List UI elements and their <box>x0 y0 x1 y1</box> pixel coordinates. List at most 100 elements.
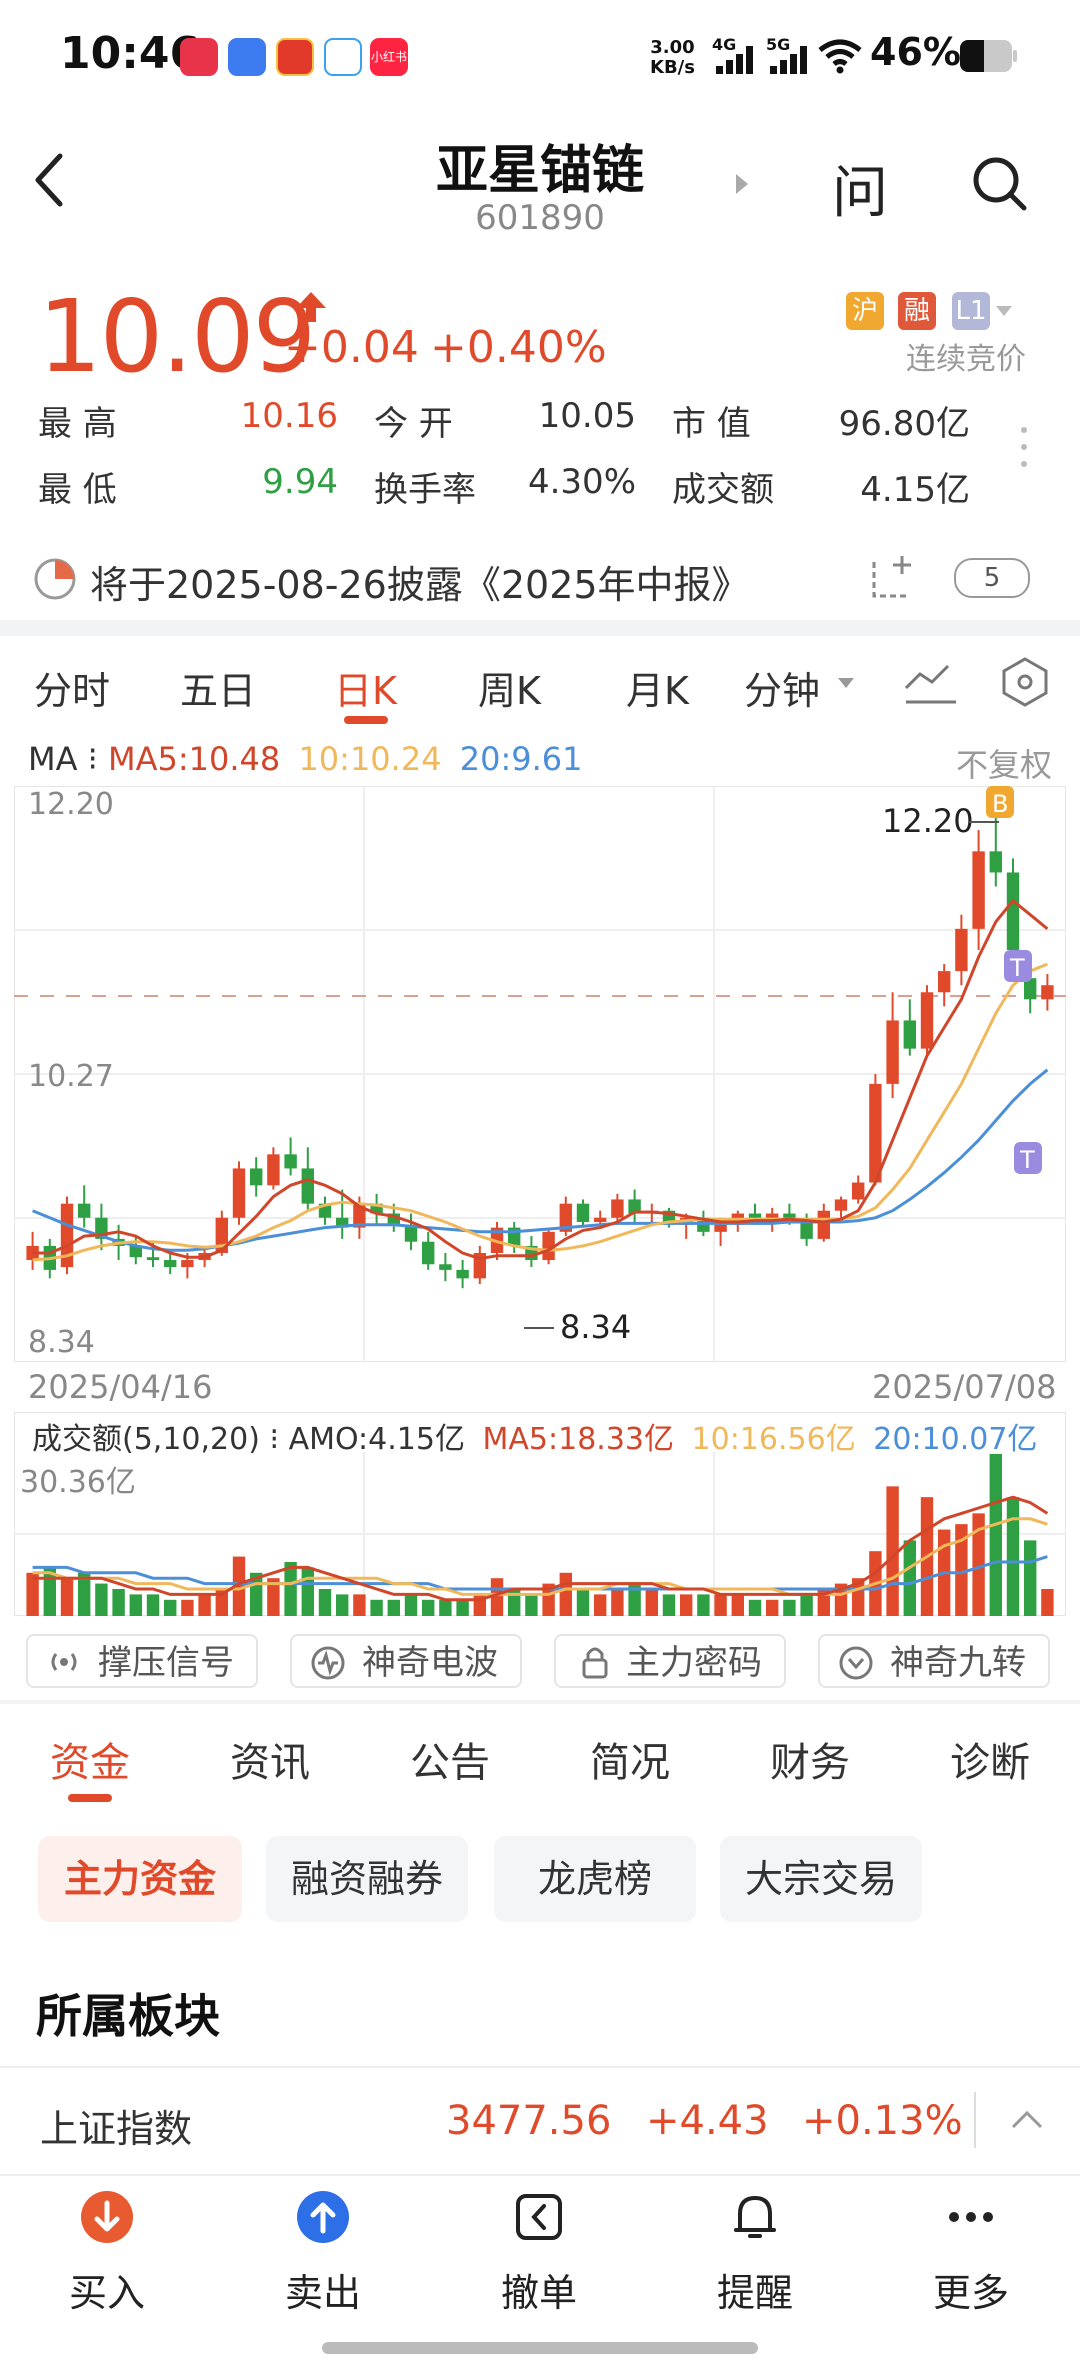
next-stock-icon[interactable] <box>734 172 750 196</box>
chevron-up-icon[interactable] <box>1010 2108 1044 2130</box>
candle <box>938 971 951 993</box>
volume-bar <box>112 1588 125 1616</box>
volume-bar <box>301 1567 314 1616</box>
chevron-down-icon[interactable] <box>994 304 1014 318</box>
alert-button[interactable]: 提醒 <box>685 2190 825 2317</box>
volume-bar <box>697 1594 710 1616</box>
tab-announcements[interactable]: 公告 <box>410 1740 490 1786</box>
browser-app-icon <box>228 38 266 76</box>
settings-hexagon-icon[interactable] <box>1000 656 1050 708</box>
tab-diagnosis[interactable]: 诊断 <box>950 1740 1030 1786</box>
magic-wave-button[interactable]: 神奇电波 <box>290 1634 522 1688</box>
volume-bar <box>628 1583 641 1616</box>
tab-weekly-k[interactable]: 周K <box>478 669 541 713</box>
volume-chart[interactable]: 30.36亿 <box>14 1412 1066 1616</box>
home-indicator[interactable] <box>322 2342 758 2354</box>
candle <box>146 1257 160 1261</box>
y-bottom-label: 8.34 <box>28 1325 95 1360</box>
volume-bar <box>542 1583 555 1616</box>
notice-count-badge[interactable]: 5 <box>954 558 1030 598</box>
candle <box>1006 872 1020 950</box>
bell-icon <box>734 2196 776 2238</box>
candlestick-chart[interactable]: 12.20 10.27 8.34 12.20 8.34 B T T <box>14 786 1066 1362</box>
mktcap-value: 96.80亿 <box>838 404 970 444</box>
open-value: 10.05 <box>538 396 636 436</box>
margin-trading-button[interactable]: 融资融券 <box>266 1836 468 1922</box>
candle <box>989 851 1002 873</box>
tab-profile[interactable]: 简况 <box>590 1740 670 1786</box>
buy-button[interactable]: 买入 <box>37 2190 177 2317</box>
more-button[interactable]: 更多 <box>901 2190 1041 2317</box>
vol-ma20-value: 20:10.07亿 <box>873 1422 1038 1457</box>
candle <box>903 1020 916 1049</box>
turnover-label: 换手率 <box>374 470 476 510</box>
candle <box>834 1199 848 1211</box>
search-icon[interactable] <box>970 154 1028 212</box>
volume-bar <box>422 1599 435 1616</box>
candle <box>972 851 985 929</box>
badge-t-label: T <box>1009 954 1025 982</box>
buy-signal-badge[interactable] <box>986 786 1014 818</box>
candle <box>1024 978 1037 1000</box>
volume-bar <box>559 1572 572 1616</box>
volume-legend-label: 成交额(5,10,20) <box>32 1422 260 1457</box>
block-trade-button[interactable]: 大宗交易 <box>720 1836 922 1922</box>
index-ticker-bar[interactable]: 上证指数 3477.56 +4.43 +0.13% <box>0 2066 1080 2176</box>
tab-finance[interactable]: 财务 <box>770 1740 850 1786</box>
tab-minute[interactable]: 分钟 <box>744 669 821 713</box>
volume-bar <box>60 1578 74 1616</box>
back-arrow-icon[interactable] <box>30 150 70 210</box>
add-calendar-icon[interactable] <box>868 552 918 602</box>
main-force-code-button[interactable]: 主力密码 <box>554 1634 786 1688</box>
index-value: 3477.56 <box>446 2098 612 2144</box>
volume-bar <box>611 1588 624 1616</box>
vol-ma5-line <box>32 1495 1049 1602</box>
candle <box>920 992 934 1049</box>
battery-icon <box>960 40 1012 72</box>
indicator-line-icon[interactable] <box>904 660 958 706</box>
volume-bar <box>662 1594 676 1616</box>
adjust-mode[interactable]: 不复权 <box>956 746 1053 784</box>
level1-tag[interactable]: L1 <box>952 292 990 330</box>
t-signal-badge-2[interactable] <box>1014 1142 1042 1174</box>
tab-news[interactable]: 资讯 <box>230 1740 310 1786</box>
price-change: +0.04 <box>284 322 419 373</box>
open-label: 今 开 <box>374 404 453 444</box>
candle <box>1041 985 1054 1000</box>
ma-legend[interactable]: MA ⁝ MA5:10.48 10:10.24 20:9.61 <box>28 740 583 778</box>
support-pressure-signal-button[interactable]: 撑压信号 <box>26 1634 258 1688</box>
tab-monthly-k[interactable]: 月K <box>626 669 689 713</box>
ma5-value: MA5:10.48 <box>108 740 281 778</box>
volume-bar <box>146 1594 160 1616</box>
candle <box>422 1241 435 1265</box>
volume-bar <box>164 1599 177 1616</box>
signal-4g-icon: 4G <box>712 36 753 74</box>
amount-label: 成交额 <box>672 470 774 510</box>
vol-ma10-line <box>32 1517 1048 1596</box>
minute-dropdown-icon[interactable] <box>836 676 856 690</box>
alert-label: 提醒 <box>716 2271 793 2315</box>
stock-code: 601890 <box>475 198 605 238</box>
tab-capital[interactable]: 资金 <box>50 1740 130 1786</box>
volume-legend[interactable]: 成交额(5,10,20) ⁝ AMO:4.15亿 MA5:18.33亿 10:1… <box>32 1422 1038 1457</box>
ask-button[interactable]: 问 <box>832 161 888 226</box>
t-signal-badge[interactable] <box>1004 950 1032 982</box>
tab-intraday[interactable]: 分时 <box>34 669 111 713</box>
tab-five-day[interactable]: 五日 <box>180 669 257 713</box>
candle <box>250 1168 263 1186</box>
candle <box>886 1020 899 1084</box>
tab-daily-k[interactable]: 日K <box>334 669 397 713</box>
main-capital-button[interactable]: 主力资金 <box>38 1836 242 1922</box>
sell-button[interactable]: 卖出 <box>253 2190 393 2317</box>
volume-bar <box>370 1599 383 1616</box>
up-arrow-icon <box>296 292 326 322</box>
candle <box>284 1154 297 1169</box>
candle <box>267 1154 280 1186</box>
more-vertical-icon[interactable] <box>1018 424 1030 470</box>
dragon-tiger-button[interactable]: 龙虎榜 <box>494 1836 696 1922</box>
cancel-order-button[interactable]: 撤单 <box>469 2190 609 2317</box>
report-notice[interactable]: 将于2025-08-26披露《2025年中报》 <box>90 563 750 607</box>
magic-nine-button[interactable]: 神奇九转 <box>818 1634 1050 1688</box>
candle <box>559 1203 572 1232</box>
price-change-pct: +0.40% <box>430 322 607 373</box>
